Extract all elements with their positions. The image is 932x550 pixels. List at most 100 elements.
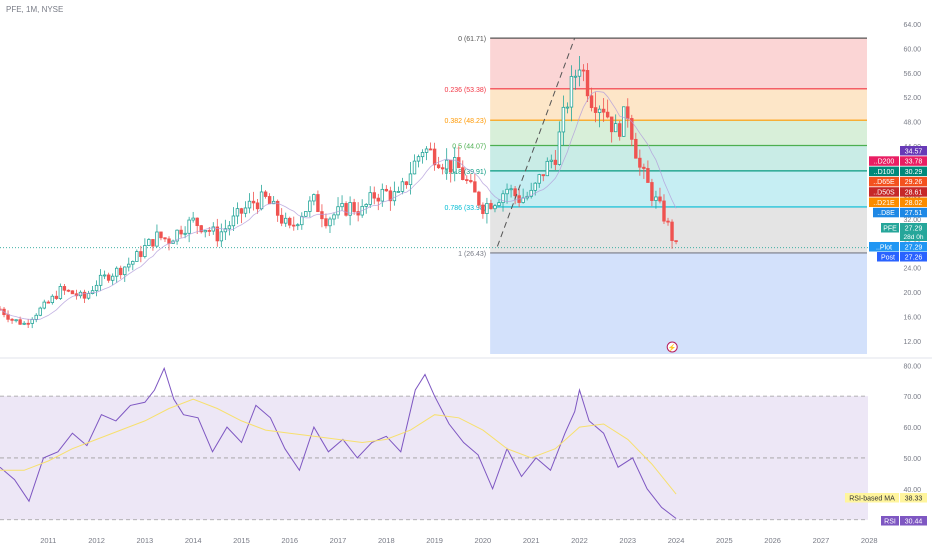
candle-body (26, 322, 30, 325)
price-tick-label: 20.00 (903, 290, 921, 297)
indicator-label-bg (881, 223, 899, 233)
time-tick-label: 2013 (137, 536, 154, 545)
candle-body (155, 231, 159, 247)
candle-body (605, 111, 610, 118)
candle-body (670, 221, 674, 242)
time-tick-label: 2020 (475, 536, 492, 545)
candle-body (428, 148, 433, 151)
candle-body (255, 202, 260, 210)
candle-body (481, 204, 485, 214)
candle-body (34, 314, 38, 320)
chart-title: PFE, 1M, NYSE (6, 5, 64, 14)
price-badge (900, 176, 927, 187)
candle-body (106, 274, 111, 281)
fib-level-label: 1 (26.43) (458, 251, 486, 258)
candle-body (163, 237, 167, 240)
fib-level-label: 0.236 (53.38) (444, 87, 486, 94)
candle-body (449, 159, 453, 173)
candle-body (581, 69, 586, 72)
indicator-label: ..D21E (873, 200, 895, 207)
candle-body (275, 200, 280, 216)
price-badge (900, 252, 927, 262)
time-tick-label: 2027 (813, 536, 830, 545)
candle-body (356, 211, 360, 216)
candle-body (14, 319, 18, 322)
indicator-label: ..D65E (873, 179, 895, 186)
candle-body (300, 215, 304, 226)
candle-body (66, 289, 71, 292)
fib-zone (490, 38, 867, 89)
candle-body (288, 217, 292, 226)
price-tick-label: 12.00 (903, 339, 921, 346)
candle-body (159, 231, 163, 239)
price-badge (900, 156, 927, 166)
candle-body (674, 240, 678, 243)
candle-body (444, 159, 449, 170)
rsi-line (0, 366, 677, 519)
candle-body (432, 148, 437, 166)
candle-body (497, 202, 501, 207)
candle-body (666, 220, 670, 223)
rsi-ma-line (0, 398, 677, 495)
candle-body (131, 260, 135, 265)
indicator-label-bg (869, 156, 899, 166)
rsi-series-name: RSI (884, 518, 896, 525)
candle-body (541, 174, 545, 177)
candle-body (30, 318, 34, 324)
event-marker (666, 341, 678, 353)
price-badge (900, 187, 927, 197)
candle-body (167, 238, 171, 244)
candle-body (259, 191, 264, 210)
candle-body (340, 203, 344, 208)
candle-body (461, 167, 465, 181)
candle-body (70, 290, 75, 295)
candle-body (119, 267, 123, 276)
candle-body (650, 182, 654, 201)
candle-body (10, 318, 14, 321)
time-tick-label: 2015 (233, 536, 250, 545)
time-tick-label: 2019 (426, 536, 443, 545)
candle-body (392, 191, 397, 202)
candle-body (573, 75, 578, 78)
candle-body (271, 200, 276, 205)
time-tick-label: 2011 (40, 536, 56, 545)
candle-body (626, 106, 630, 119)
price-tick-label: 24.00 (903, 266, 921, 273)
candle-body (199, 225, 203, 233)
time-tick-label: 2026 (764, 536, 781, 545)
price-badge-value: 27.26 (905, 254, 923, 261)
candle-body (94, 284, 99, 292)
candle-body (529, 189, 533, 197)
candle-body (42, 301, 46, 309)
candle-body (634, 138, 638, 159)
price-tick-label: 52.00 (903, 95, 921, 102)
candle-body (251, 200, 256, 204)
candle-body (223, 228, 228, 233)
candle-body (505, 188, 509, 195)
price-tick-label: 32.00 (903, 217, 921, 224)
candle-body (465, 179, 469, 182)
price-badge-value: 34.57 (905, 148, 923, 155)
candle-body (368, 192, 372, 205)
candle-body (404, 181, 409, 186)
candle-body (235, 208, 240, 217)
price-tick-label: 48.00 (903, 120, 921, 127)
time-tick-label: 2021 (523, 536, 540, 545)
candle-body (219, 231, 224, 242)
candle-body (284, 217, 288, 224)
candle-body (561, 106, 566, 133)
price-badge-value: 30.29 (905, 169, 923, 176)
candle-body (231, 215, 236, 227)
rsi-tick-label: 60.00 (903, 425, 921, 432)
candle-body (82, 291, 87, 299)
price-badge (900, 197, 927, 207)
time-tick-label: 2023 (619, 536, 636, 545)
price-badge (900, 242, 927, 252)
candle-body (549, 159, 554, 162)
candle-body (239, 208, 244, 214)
candle-body (54, 295, 59, 299)
time-tick-label: 2017 (330, 536, 347, 545)
indicator-label: PFE (883, 225, 897, 232)
candle-body (630, 118, 634, 140)
